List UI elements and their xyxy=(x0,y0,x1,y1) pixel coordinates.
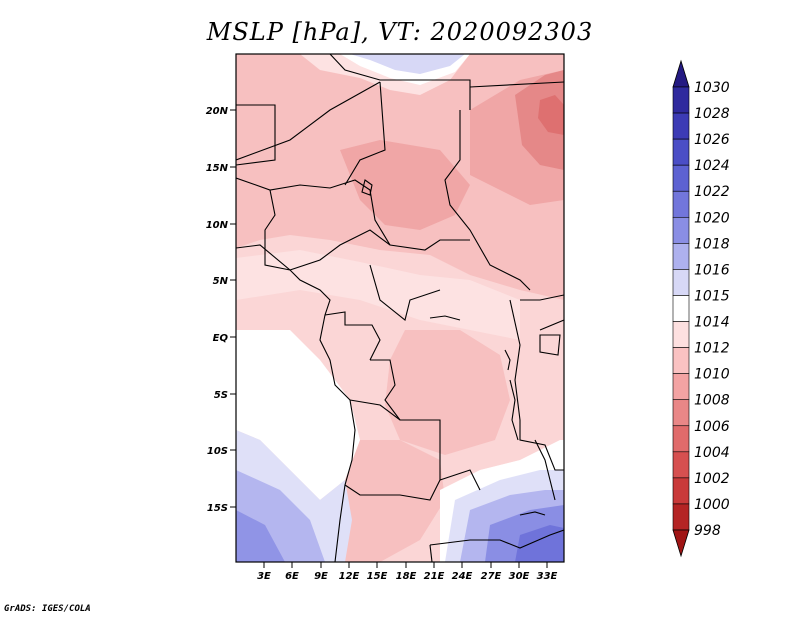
border-angola-namibia xyxy=(344,479,441,501)
colorbar-swatch xyxy=(672,425,690,453)
pressure-fill-1004 xyxy=(538,95,564,135)
river-fragment-1 xyxy=(429,315,461,321)
latitude-axis: 20N 15N 10N 5N EQ 5S 10S 15S xyxy=(206,106,236,514)
colorbar-top-triangle xyxy=(672,59,690,88)
lat-label: 10N xyxy=(206,220,229,231)
border-egypt-sudan xyxy=(469,81,564,88)
lat-label: EQ xyxy=(213,333,229,344)
lake-chad xyxy=(361,179,373,196)
pressure-field xyxy=(236,54,564,562)
colorbar-swatch xyxy=(672,451,690,479)
border-gabon-congo xyxy=(324,311,381,361)
colorbar-label: 1028 xyxy=(694,106,730,122)
longitude-axis: 3E 6E 9E 12E 15E 18E 21E 24E 27E 30E 33E xyxy=(257,562,558,582)
border-nigeria-cameroon xyxy=(289,229,470,271)
lake-malawi xyxy=(534,439,556,501)
pressure-fill-1010-angola xyxy=(340,440,445,562)
colorbar-label: 1014 xyxy=(694,315,730,331)
colorbar-label: 1006 xyxy=(694,419,730,435)
border-car xyxy=(369,264,441,321)
colorbar-swatch xyxy=(672,503,690,531)
country-borders xyxy=(236,54,564,562)
border-angola-drc xyxy=(349,399,481,491)
lon-label: 12E xyxy=(339,571,360,582)
border-congo-drc xyxy=(370,359,401,421)
lat-label: 20N xyxy=(206,106,229,117)
colorbar-swatch xyxy=(672,399,690,427)
border-kenya xyxy=(539,319,564,331)
pressure-fill-1015-north xyxy=(350,54,465,74)
colorbar-label: 1000 xyxy=(694,497,730,513)
pressure-fill-1014-ocean xyxy=(236,330,360,500)
colorbar-label: 1016 xyxy=(694,262,730,278)
lon-label: 24E xyxy=(452,571,473,582)
colorbar-label: 1004 xyxy=(694,445,730,461)
colorbar-swatch xyxy=(672,269,690,296)
border-southern xyxy=(429,529,564,549)
border-uganda xyxy=(520,294,564,301)
grads-credit: GrADS: IGES/COLA xyxy=(4,604,91,614)
colorbar-swatch xyxy=(672,164,690,192)
colorbar-swatch xyxy=(672,477,690,505)
colorbar-bottom-triangle xyxy=(672,529,690,558)
lon-label: 21E xyxy=(424,571,445,582)
border-algeria-niger xyxy=(236,81,381,161)
colorbar-swatch xyxy=(672,216,690,244)
colorbar-swatch xyxy=(672,86,690,114)
colorbar-label: 1022 xyxy=(694,184,730,200)
colorbar-label: 1012 xyxy=(694,341,730,357)
lake-tanganyika xyxy=(509,379,519,441)
colorbar: 1030 1028 1026 1024 1022 1020 1018 1016 1015 1014… xyxy=(672,59,730,558)
border-niger-chad xyxy=(344,81,386,186)
colorbar-label: 1024 xyxy=(694,158,730,174)
colorbar-swatch xyxy=(672,347,690,374)
coastline-west xyxy=(236,244,356,562)
border-south-tail xyxy=(429,544,433,562)
border-north xyxy=(329,54,471,110)
lat-label: 5S xyxy=(214,390,228,401)
map-frame xyxy=(235,53,565,563)
colorbar-label: 998 xyxy=(694,523,721,539)
colorbar-label: 1020 xyxy=(694,210,730,226)
lon-label: 33E xyxy=(537,571,558,582)
colorbar-swatch xyxy=(672,373,690,401)
lon-label: 30E xyxy=(509,571,530,582)
lon-label: 18E xyxy=(396,571,417,582)
colorbar-label: 1018 xyxy=(694,236,730,252)
lat-label: 5N xyxy=(213,276,229,287)
lon-label: 27E xyxy=(481,571,502,582)
colorbar-label: 1002 xyxy=(694,471,730,487)
colorbar-swatch xyxy=(672,243,690,270)
border-east-drc xyxy=(509,299,564,471)
colorbar-label: 1030 xyxy=(694,80,730,96)
colorbar-label: 1026 xyxy=(694,132,730,148)
lake-victoria xyxy=(539,334,561,356)
lat-label: 15N xyxy=(206,163,229,174)
colorbar-swatch xyxy=(672,190,690,218)
pressure-fill-1018-atlantic xyxy=(236,510,285,562)
border-sahel xyxy=(236,177,391,246)
border-west-1 xyxy=(236,104,276,166)
colorbar-label: 1008 xyxy=(694,393,730,409)
lat-label: 10S xyxy=(207,446,228,457)
map-title: MSLP [hPa], VT: 2020092303 xyxy=(206,18,594,46)
colorbar-label: 1015 xyxy=(694,288,730,304)
border-nigeria-benin xyxy=(264,189,291,271)
lon-label: 9E xyxy=(314,571,328,582)
lake-albert xyxy=(504,349,511,371)
colorbar-swatch xyxy=(672,112,690,140)
lon-label: 15E xyxy=(367,571,388,582)
border-chad-sudan xyxy=(444,110,531,291)
colorbar-swatch xyxy=(672,138,690,166)
lon-label: 3E xyxy=(257,571,271,582)
pressure-fill-1010-congo xyxy=(385,330,510,455)
lon-label: 6E xyxy=(285,571,299,582)
lat-label: 15S xyxy=(207,503,228,514)
colorbar-label: 1010 xyxy=(694,367,730,383)
colorbar-swatch xyxy=(672,295,690,322)
lake-kariba xyxy=(519,511,546,516)
colorbar-swatch xyxy=(672,321,690,348)
